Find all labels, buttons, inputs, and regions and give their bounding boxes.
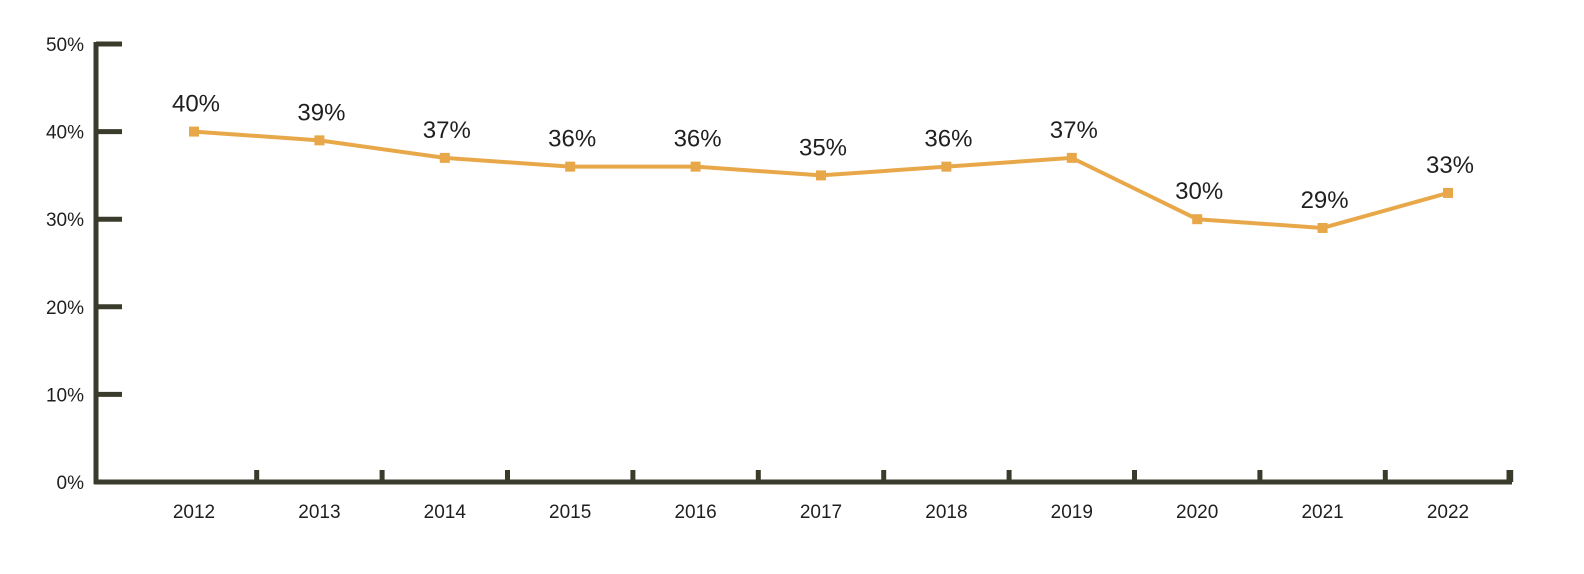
data-label: 29% <box>1301 187 1349 214</box>
data-point-marker <box>941 161 952 172</box>
data-point-marker <box>1317 222 1328 233</box>
y-tick-label: 0% <box>57 473 85 494</box>
x-tick-label: 2012 <box>173 502 215 523</box>
y-tick-label: 10% <box>46 385 84 406</box>
data-label: 36% <box>548 126 596 153</box>
data-point-marker <box>189 126 199 137</box>
y-tick-label: 30% <box>46 210 84 231</box>
x-tick-label: 2018 <box>925 502 967 523</box>
data-label: 39% <box>297 99 345 126</box>
data-label: 37% <box>1050 117 1098 144</box>
x-tick-label: 2019 <box>1051 502 1093 523</box>
data-label: 35% <box>799 134 847 161</box>
x-tick-label: 2017 <box>800 502 842 523</box>
series-layer <box>189 126 1453 233</box>
data-point-marker <box>1066 152 1077 163</box>
data-label: 36% <box>924 126 972 153</box>
y-axis: 0% 10% 20% 30% 40% 50% <box>46 35 122 494</box>
data-label: 33% <box>1426 152 1474 179</box>
x-tick-label: 2022 <box>1427 502 1469 523</box>
x-tick-label: 2020 <box>1176 502 1218 523</box>
x-tick-label: 2014 <box>424 502 467 523</box>
data-point-marker <box>314 135 325 146</box>
y-tick-label: 20% <box>46 298 84 319</box>
data-point-marker <box>816 170 826 181</box>
data-label: 40% <box>172 91 220 118</box>
data-point-marker <box>1443 187 1453 198</box>
x-axis: 2012 2013 2014 2015 2016 2017 2018 2019 2020 2021… <box>94 470 1514 523</box>
data-label: 30% <box>1175 178 1223 205</box>
data-label: 37% <box>423 117 471 144</box>
x-tick-label: 2015 <box>549 502 591 523</box>
data-point-marker <box>1192 214 1203 225</box>
data-labels-layer: 40% 39% 37% 36% 36% 35% 36% 37% 30% 29% 33% <box>172 91 1474 214</box>
x-tick-label: 2016 <box>674 502 716 523</box>
data-point-marker <box>565 161 576 172</box>
x-tick-label: 2021 <box>1301 502 1343 523</box>
y-tick-label: 50% <box>46 35 84 56</box>
data-label: 36% <box>674 126 722 153</box>
x-tick-label: 2013 <box>298 502 340 523</box>
y-tick-label: 40% <box>46 123 84 144</box>
data-point-marker <box>439 152 450 163</box>
data-point-marker <box>690 161 701 172</box>
